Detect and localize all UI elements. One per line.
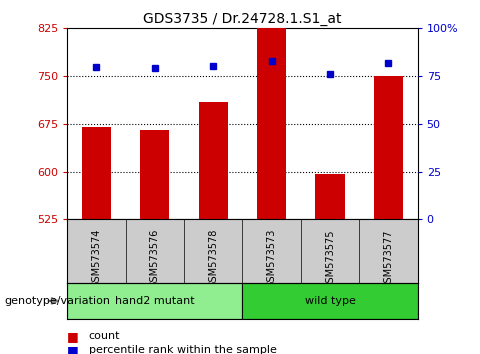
Text: GSM573578: GSM573578 [208, 229, 218, 289]
Title: GDS3735 / Dr.24728.1.S1_at: GDS3735 / Dr.24728.1.S1_at [143, 12, 342, 26]
Bar [315, 173, 345, 219]
Text: wild type: wild type [305, 296, 355, 306]
Text: GSM573575: GSM573575 [325, 229, 335, 289]
Text: hand2 mutant: hand2 mutant [115, 296, 194, 306]
Bar [374, 76, 403, 219]
Bar [140, 130, 169, 219]
Text: ■: ■ [67, 330, 79, 343]
Text: count: count [89, 331, 120, 341]
Bar [257, 28, 286, 219]
Bar [199, 102, 228, 219]
Text: ■: ■ [67, 344, 79, 354]
Text: genotype/variation: genotype/variation [5, 296, 111, 306]
Bar [82, 127, 111, 219]
Text: GSM573574: GSM573574 [91, 229, 101, 289]
Text: GSM573576: GSM573576 [150, 229, 160, 289]
Bar [242, 283, 418, 319]
Text: GSM573573: GSM573573 [266, 229, 276, 289]
Text: GSM573577: GSM573577 [384, 229, 394, 289]
Text: percentile rank within the sample: percentile rank within the sample [89, 346, 276, 354]
Bar [67, 283, 242, 319]
